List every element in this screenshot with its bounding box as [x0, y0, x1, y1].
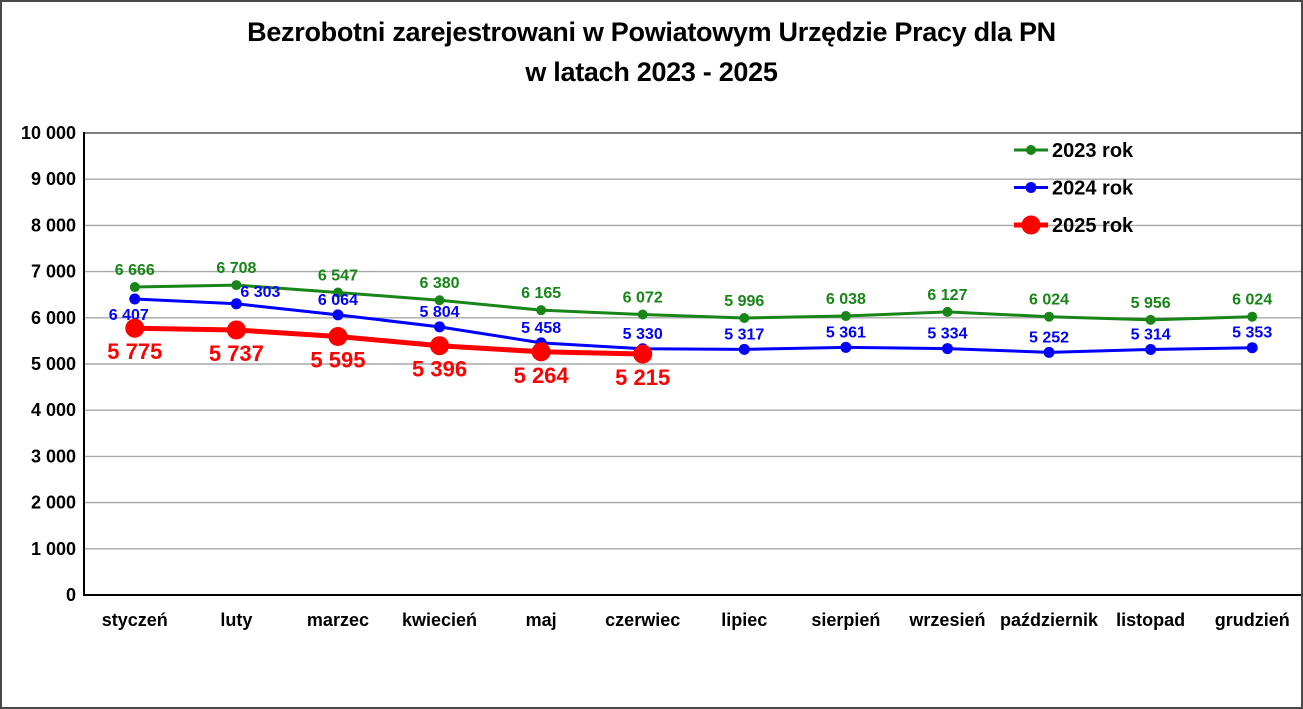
data-point-marker — [1145, 343, 1157, 355]
chart-title: Bezrobotni zarejestrowani w Powiatowym U… — [2, 12, 1301, 92]
data-label: 5 215 — [615, 365, 670, 390]
data-label: 6 127 — [927, 287, 967, 304]
data-label: 6 072 — [623, 289, 663, 306]
x-category-label: wrzesień — [908, 610, 985, 630]
data-point-marker — [230, 298, 242, 310]
data-point-marker — [434, 321, 446, 333]
y-tick-label: 6 000 — [31, 308, 76, 328]
x-category-label: lipiec — [721, 610, 767, 630]
y-tick-label: 1 000 — [31, 539, 76, 559]
data-label: 5 317 — [724, 326, 764, 343]
y-tick-label: 5 000 — [31, 354, 76, 374]
data-point-marker — [840, 341, 852, 353]
data-label: 5 361 — [826, 324, 866, 341]
y-tick-label: 7 000 — [31, 262, 76, 282]
y-tick-label: 3 000 — [31, 446, 76, 466]
y-tick-label: 4 000 — [31, 400, 76, 420]
data-point-marker — [633, 344, 653, 364]
data-point-marker — [125, 318, 145, 338]
x-category-label: marzec — [307, 610, 369, 630]
data-point-marker — [1044, 311, 1055, 322]
series-line-2025-rok — [132, 325, 646, 357]
data-label: 5 775 — [107, 339, 162, 364]
data-point-marker — [739, 312, 750, 323]
data-label: 5 353 — [1232, 325, 1272, 342]
data-label: 5 314 — [1131, 326, 1171, 343]
data-label: 6 303 — [240, 284, 280, 301]
data-point-marker — [430, 336, 450, 356]
data-label: 5 956 — [1131, 295, 1171, 312]
data-label: 5 595 — [310, 348, 365, 373]
data-label: 5 737 — [209, 341, 264, 366]
data-point-marker — [840, 311, 851, 322]
x-category-label: styczeń — [102, 610, 168, 630]
legend-swatch-marker — [1025, 182, 1037, 193]
data-point-marker — [1247, 311, 1258, 322]
data-label: 6 038 — [826, 291, 866, 308]
data-label: 5 396 — [412, 357, 467, 382]
legend-label: 2024 rok — [1052, 178, 1134, 200]
data-point-marker — [1145, 314, 1156, 325]
y-tick-label: 2 000 — [31, 493, 76, 513]
x-category-label: maj — [526, 610, 557, 630]
chart-title-line2: w latach 2023 - 2025 — [525, 57, 778, 87]
data-point-marker — [738, 343, 750, 355]
data-label: 6 666 — [115, 262, 155, 279]
data-label: 6 165 — [521, 285, 561, 302]
data-label: 5 252 — [1029, 329, 1069, 346]
data-point-marker — [531, 342, 551, 362]
data-label: 5 264 — [514, 363, 570, 388]
x-category-label: grudzień — [1215, 610, 1290, 630]
legend-swatch-marker — [1021, 215, 1041, 235]
x-category-label: listopad — [1116, 610, 1185, 630]
data-point-marker — [332, 287, 343, 298]
data-label: 6 547 — [318, 268, 358, 285]
x-category-label: sierpień — [811, 610, 880, 630]
data-point-marker — [129, 293, 141, 305]
data-point-marker — [434, 295, 445, 306]
data-label: 6 064 — [318, 292, 358, 309]
data-label: 5 458 — [521, 320, 561, 337]
data-point-marker — [231, 280, 242, 291]
data-point-marker — [637, 309, 648, 320]
data-label: 5 334 — [927, 326, 967, 343]
series-line-2023-rok — [133, 283, 1254, 322]
x-category-label: czerwiec — [605, 610, 680, 630]
x-category-label: kwiecień — [402, 610, 477, 630]
data-point-marker — [942, 306, 953, 317]
data-label: 6 024 — [1029, 292, 1069, 309]
data-label: 5 330 — [623, 326, 663, 343]
legend-label: 2025 rok — [1052, 215, 1134, 237]
data-point-marker — [328, 327, 348, 347]
data-point-marker — [226, 320, 246, 340]
y-tick-label: 0 — [66, 585, 76, 605]
data-point-marker — [129, 282, 140, 293]
chart-title-line1: Bezrobotni zarejestrowani w Powiatowym U… — [247, 17, 1056, 47]
data-point-marker — [332, 309, 344, 321]
data-point-marker — [1246, 342, 1258, 354]
y-tick-label: 9 000 — [31, 169, 76, 189]
data-label: 5 804 — [420, 304, 460, 321]
x-category-label: październik — [1000, 610, 1099, 630]
data-point-marker — [1043, 346, 1055, 358]
legend-swatch-marker — [1026, 145, 1036, 155]
y-tick-label: 10 000 — [21, 123, 76, 143]
series-line-2024-rok — [133, 297, 1254, 354]
y-tick-label: 8 000 — [31, 215, 76, 235]
data-label: 5 996 — [724, 293, 764, 310]
data-label: 6 024 — [1232, 292, 1272, 309]
data-point-marker — [536, 305, 547, 316]
data-label: 6 708 — [216, 260, 256, 277]
x-category-label: luty — [220, 610, 252, 630]
data-point-marker — [941, 343, 953, 355]
legend-label: 2023 rok — [1052, 140, 1134, 162]
data-label: 6 380 — [420, 275, 460, 292]
